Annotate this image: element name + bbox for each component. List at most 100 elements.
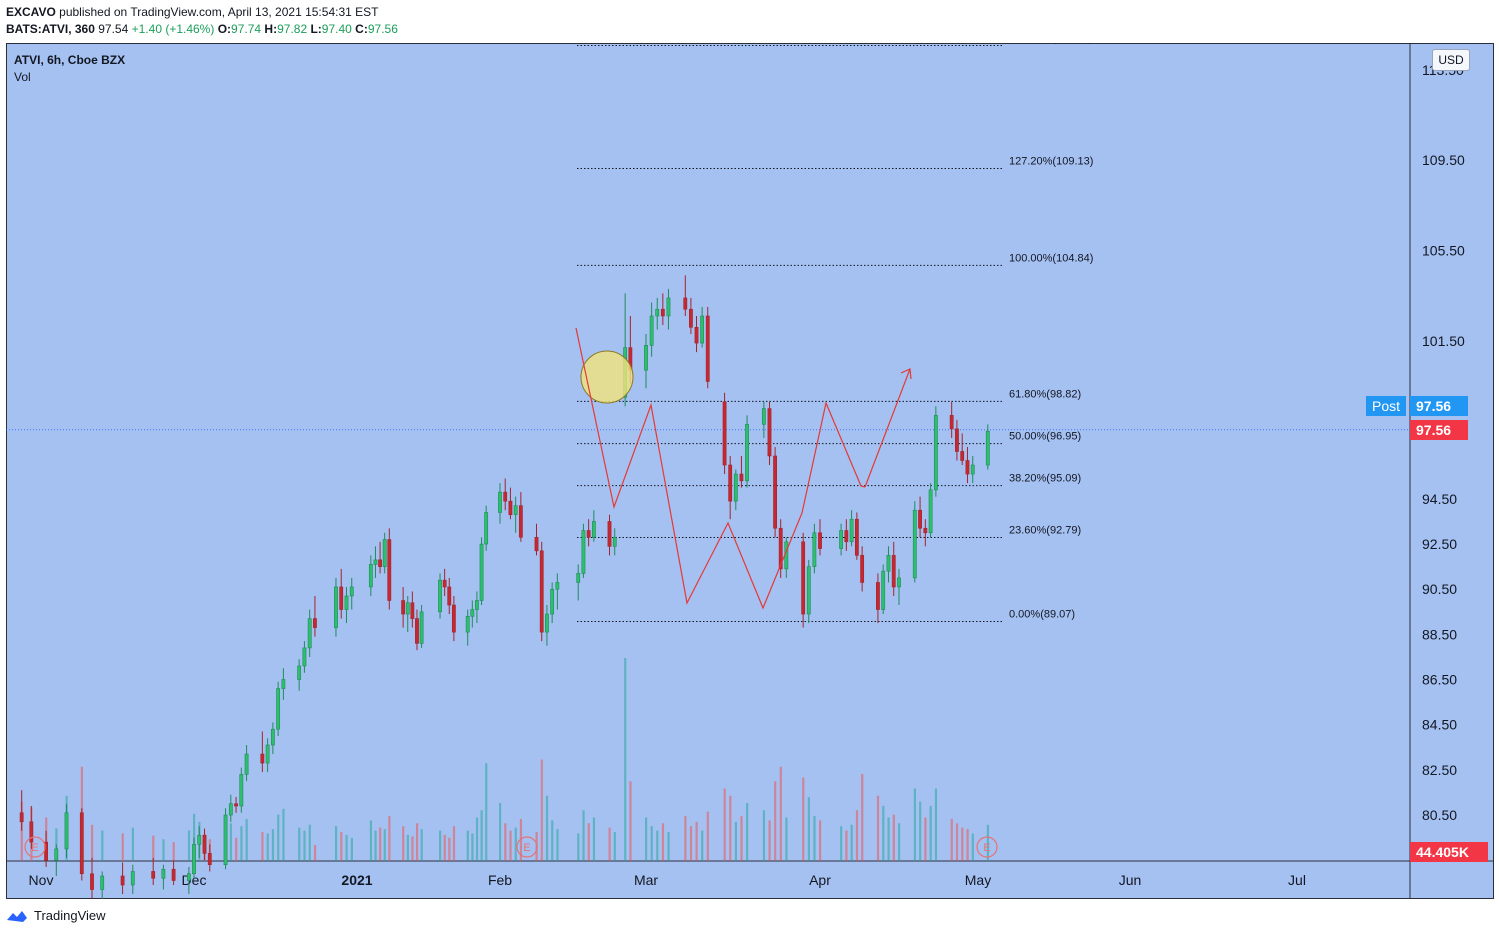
candle-body: [479, 543, 484, 601]
symbol-line: BATS:ATVI, 360: [6, 22, 95, 36]
candle-body: [378, 559, 382, 567]
candle-body: [985, 430, 990, 466]
volume-bar: [411, 836, 414, 861]
price-tick-label: 105.50: [1422, 243, 1465, 259]
volume-bar: [587, 823, 590, 861]
volume-bar: [729, 795, 732, 861]
candle-body: [223, 814, 228, 865]
candle-body: [313, 618, 317, 628]
fib-level-label: 50.00%(96.95): [1009, 431, 1081, 443]
candle-body: [761, 408, 766, 425]
candle-body: [410, 602, 415, 619]
chart-svg[interactable]: 78.7080.5082.5084.5086.5088.5090.5092.50…: [6, 43, 1494, 899]
candle-body: [933, 415, 938, 491]
plot-background: [6, 43, 1410, 861]
candle-body: [503, 491, 508, 502]
fib-level-label: 23.60%(92.79): [1009, 525, 1081, 537]
volume-bar: [701, 830, 704, 861]
volume-bar: [452, 826, 456, 861]
candle-body: [923, 527, 928, 534]
price-tick-label: 88.50: [1422, 626, 1457, 642]
volume-bar: [162, 839, 165, 861]
publisher-name[interactable]: EXCAVO: [6, 5, 56, 19]
candle-body: [839, 530, 843, 549]
fib-level-label: 0.00%(89.07): [1009, 609, 1075, 621]
earnings-marker: [516, 836, 538, 858]
candle-body: [405, 602, 410, 615]
volume-bar: [706, 811, 709, 861]
candle-body: [415, 618, 419, 644]
price-change: +1.40 (+1.46%): [131, 22, 215, 36]
candle-body: [192, 844, 196, 875]
candle-body: [260, 753, 265, 764]
chart-border: [6, 43, 1494, 899]
candle-body: [694, 326, 699, 344]
volume-bar: [229, 823, 233, 861]
candle-body: [555, 582, 560, 590]
candle-body: [498, 491, 502, 513]
volume-bar: [131, 827, 134, 861]
publish-info: EXCAVO published on TradingView.com, Apr…: [6, 5, 378, 19]
volume-bar: [785, 817, 788, 861]
candle-body: [265, 744, 270, 764]
candle-body: [881, 570, 886, 610]
volume-bar: [509, 830, 512, 861]
currency-button[interactable]: USD: [1432, 49, 1470, 71]
candle-body: [202, 835, 207, 854]
volume-bar: [345, 834, 348, 861]
candle-body: [818, 532, 822, 549]
candle-body: [276, 688, 281, 730]
close-label: C:: [355, 22, 368, 36]
volume-bar: [499, 803, 502, 861]
fib-level-label: 127.20%(109.13): [1009, 156, 1093, 168]
w-pattern-path: [575, 327, 866, 610]
volume-legend[interactable]: Vol: [14, 70, 31, 84]
volume-bar: [934, 788, 938, 861]
volume-bar: [20, 801, 23, 861]
ohlc-line: BATS:ATVI, 360 97.54 +1.40 (+1.46%) O:97…: [6, 22, 398, 36]
earnings-marker-label: E: [983, 842, 990, 854]
projection-arrow-head: [900, 368, 912, 380]
candle-body: [897, 577, 901, 588]
candle-body: [401, 600, 406, 615]
volume-bar: [882, 805, 885, 861]
price-tick-label: 80.50: [1422, 807, 1457, 823]
last-price: 97.54: [98, 22, 129, 36]
volume-bar: [723, 788, 726, 861]
candle-body: [470, 609, 475, 617]
volume-bar: [929, 805, 932, 861]
candle-body: [447, 586, 452, 606]
volume-bar: [667, 832, 670, 861]
chart-legend-title[interactable]: ATVI, 6h, Cboe BZX: [14, 53, 126, 67]
volume-bar: [608, 827, 611, 861]
volume-bar: [303, 830, 306, 861]
candle-body: [607, 521, 612, 547]
chart-frame[interactable]: 78.7080.5082.5084.5086.5088.5090.5092.50…: [6, 43, 1494, 899]
volume-bar: [645, 817, 648, 861]
volume-bar: [556, 829, 559, 861]
candle-body: [918, 509, 922, 529]
candle-body: [484, 512, 489, 545]
candle-body: [270, 728, 275, 746]
candle-body: [171, 868, 176, 881]
fib-level-label: 61.80%(98.82): [1009, 388, 1081, 400]
candle-body: [912, 509, 917, 579]
volume-bar: [519, 818, 523, 861]
candle-body: [722, 401, 727, 466]
earnings-marker-label: E: [523, 842, 530, 854]
candle-body: [539, 550, 544, 633]
volume-bar: [892, 814, 895, 861]
candle-body: [591, 521, 596, 538]
candle-body: [649, 315, 654, 346]
volume-bar: [514, 827, 517, 861]
volume-bar: [746, 803, 749, 861]
candle-body: [644, 345, 648, 371]
volume-bar: [577, 833, 580, 861]
candle-body: [64, 812, 69, 850]
candle-body: [806, 566, 811, 615]
candle-body: [373, 559, 378, 565]
candle-body: [844, 530, 849, 543]
volume-bar: [439, 830, 442, 861]
tradingview-footer[interactable]: TradingView: [6, 908, 106, 923]
volume-bar: [613, 832, 616, 861]
